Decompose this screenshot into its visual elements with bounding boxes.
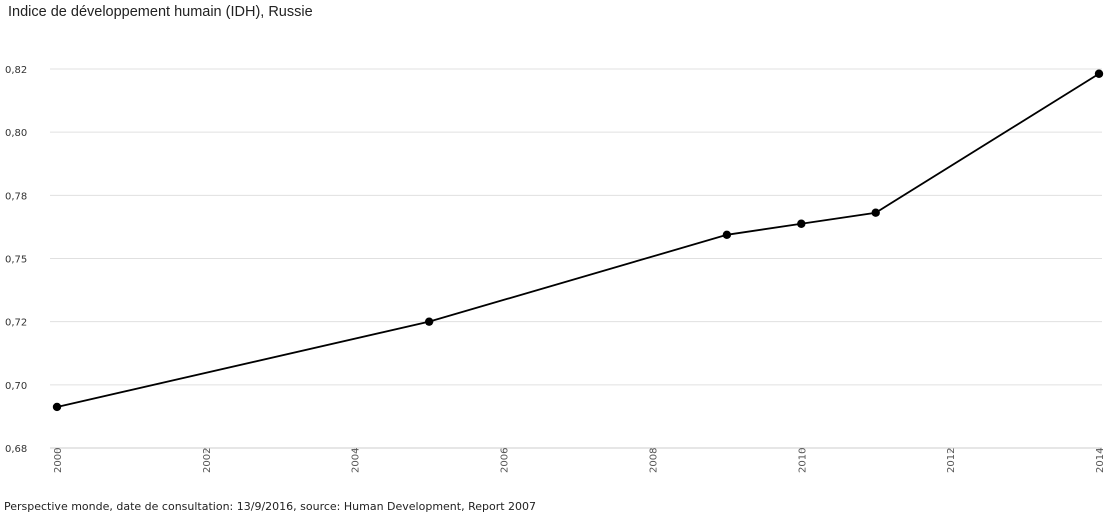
data-point[interactable] [871, 208, 880, 217]
y-tick-label: 0,75 [5, 255, 27, 266]
source-note: Perspective monde, date de consultation:… [4, 500, 537, 513]
series-group [52, 69, 1104, 412]
y-tick-label: 0,70 [5, 381, 27, 392]
x-tick-label: 2006 [500, 448, 511, 473]
y-tick-label: 0,78 [5, 191, 27, 202]
x-axis [50, 447, 1102, 453]
data-point[interactable] [797, 219, 806, 228]
grid-lines [50, 68, 1102, 449]
x-tick-label: 2014 [1095, 448, 1106, 473]
data-point[interactable] [424, 317, 434, 326]
data-point[interactable] [1094, 69, 1104, 78]
line-chart: 0,680,700,720,750,780,800,82 2000 2002 200… [5, 65, 1106, 473]
x-tick-label: 2012 [946, 448, 957, 473]
y-tick-label: 0,80 [5, 128, 27, 139]
x-tick-label: 2010 [797, 448, 808, 473]
chart-title: Indice de développement humain (IDH), Ru… [8, 4, 313, 20]
x-tick-label: 2002 [202, 448, 213, 473]
series-line [56, 72, 1100, 408]
x-tick-label: 2000 [53, 448, 64, 473]
data-point[interactable] [52, 402, 62, 412]
x-axis-ticks: 2000 2002 2004 2006 2008 2010 2012 2014 [53, 448, 1106, 473]
x-tick-label: 2004 [351, 448, 362, 473]
y-tick-label: 0,82 [5, 65, 27, 76]
y-tick-label: 0,68 [5, 444, 27, 455]
x-tick-label: 2008 [648, 448, 659, 473]
y-tick-label: 0,72 [5, 318, 27, 329]
data-point[interactable] [722, 230, 732, 240]
y-axis-ticks: 0,68 0,70 0,72 0,75 0,78 0,80 0,82 [5, 65, 27, 455]
